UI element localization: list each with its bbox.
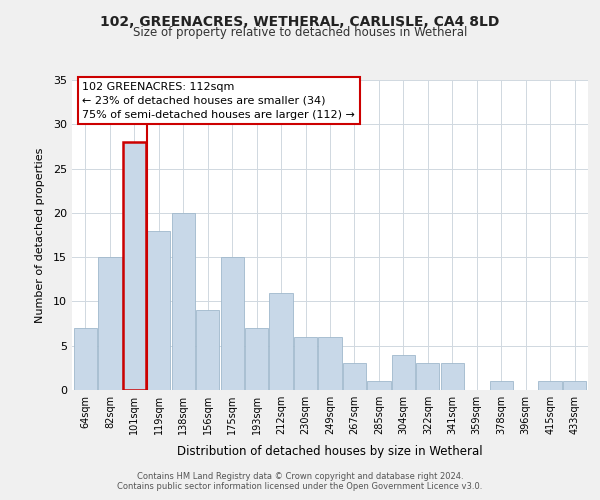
Bar <box>319 337 341 390</box>
Y-axis label: Number of detached properties: Number of detached properties <box>35 148 44 322</box>
Text: Size of property relative to detached houses in Wetheral: Size of property relative to detached ho… <box>133 26 467 39</box>
Bar <box>123 142 146 390</box>
Bar <box>74 328 97 390</box>
Text: 102, GREENACRES, WETHERAL, CARLISLE, CA4 8LD: 102, GREENACRES, WETHERAL, CARLISLE, CA4… <box>100 15 500 29</box>
Bar <box>538 381 562 390</box>
Bar <box>245 328 268 390</box>
Bar <box>294 337 317 390</box>
Text: 102 GREENACRES: 112sqm
← 23% of detached houses are smaller (34)
75% of semi-det: 102 GREENACRES: 112sqm ← 23% of detached… <box>82 82 355 120</box>
Bar <box>221 257 244 390</box>
Text: Contains public sector information licensed under the Open Government Licence v3: Contains public sector information licen… <box>118 482 482 491</box>
Bar <box>440 364 464 390</box>
Bar <box>196 310 220 390</box>
Bar <box>392 354 415 390</box>
Text: Contains HM Land Registry data © Crown copyright and database right 2024.: Contains HM Land Registry data © Crown c… <box>137 472 463 481</box>
Bar <box>343 364 366 390</box>
X-axis label: Distribution of detached houses by size in Wetheral: Distribution of detached houses by size … <box>177 446 483 458</box>
Bar <box>490 381 513 390</box>
Bar <box>416 364 439 390</box>
Bar <box>172 213 195 390</box>
Bar <box>563 381 586 390</box>
Bar <box>367 381 391 390</box>
Bar <box>269 292 293 390</box>
Bar <box>147 230 170 390</box>
Bar <box>98 257 122 390</box>
